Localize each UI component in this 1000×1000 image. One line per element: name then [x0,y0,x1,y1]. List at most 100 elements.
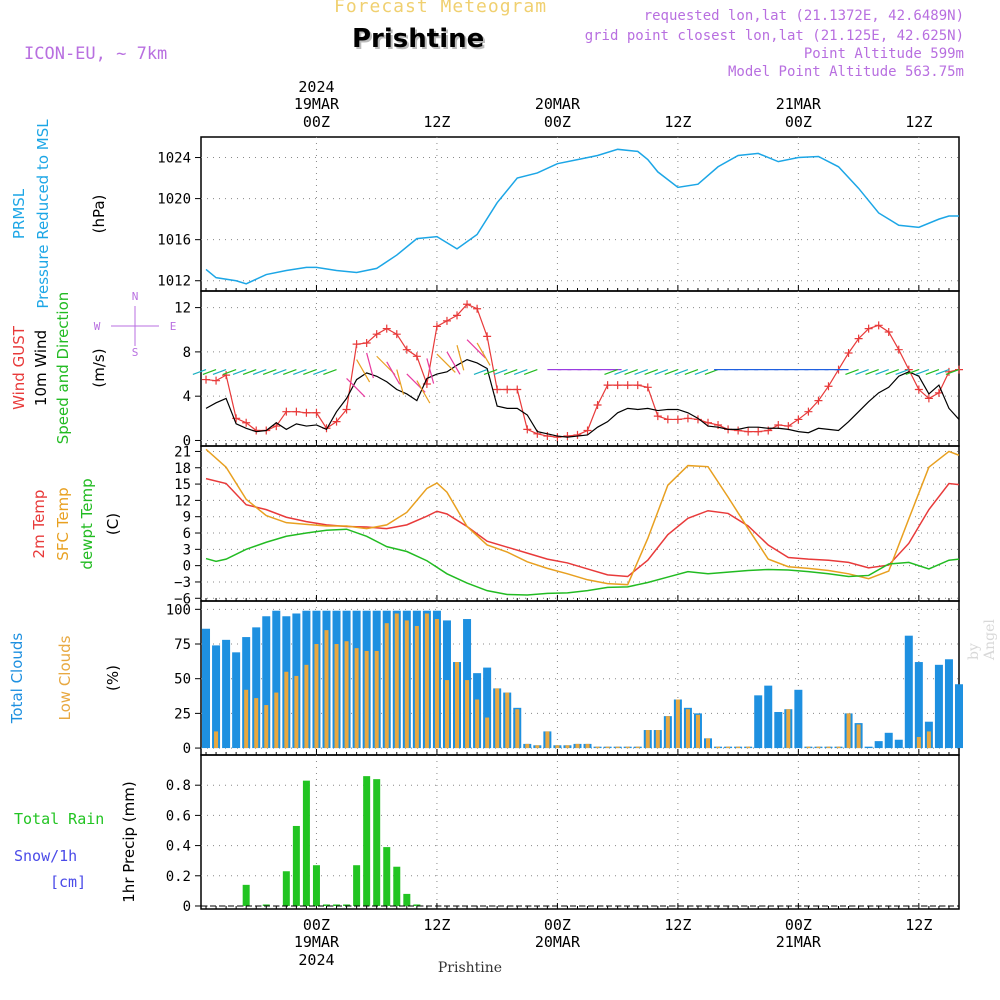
wind-arrow [473,369,488,375]
snow-label: Snow/1h [14,847,77,865]
low-cloud-bar [595,746,600,749]
low-cloud-bar [926,731,931,749]
low-cloud-bar [525,743,530,749]
gust-point [673,415,682,424]
wind-arrow [654,369,669,375]
gust-point [593,401,602,410]
page-title: Prishtine [352,24,485,54]
y-tick-label: 0.4 [166,839,191,855]
wind-arrow [885,369,899,375]
total-cloud-bar [914,662,923,749]
wind-arrow [875,369,889,375]
low-cloud-bar [535,745,540,749]
low-cloud-bar [424,613,429,749]
rain-bar [312,865,320,906]
low-cloud-bar [485,717,490,749]
wind-arrow [456,345,465,371]
rain-bar [353,865,361,906]
snow-unit-label: [cm] [50,873,86,891]
rain-bar [343,904,351,906]
gust-point [493,385,502,394]
gust-point [513,385,522,394]
clouds-unit-label: (%) [104,665,122,691]
wind-arrow [202,369,217,375]
wind-arrow [935,369,950,375]
wind-arrow [222,369,237,375]
wind-arrow [483,369,498,375]
low-cloud-bar [264,705,269,749]
total-cloud-bar [202,628,211,749]
low-cloud-bar [555,745,560,749]
low-cloud-bar [344,641,349,749]
sfc-temp-line [205,448,960,586]
low-cloud-bar [675,699,680,749]
low-cloud-bar [444,680,449,749]
gust-point [663,415,672,424]
gust-point [804,407,813,416]
low-cloud-bar [384,623,389,749]
gust-point [774,420,783,429]
wind-arrow [252,369,267,375]
low-cloud-bar [816,746,821,749]
dewpt-line [205,528,960,596]
total-cloud-bar [934,664,943,749]
footer-location: Prishtine [438,960,502,976]
wind-arrow [232,369,247,375]
gust-point [623,381,632,390]
wind-arrow [614,369,628,375]
low-cloud-bar [214,731,219,749]
y-tick-label: 1016 [157,233,191,249]
wind-arrow [366,352,374,379]
low-cloud-bar [404,620,409,749]
gust-point [874,321,883,330]
wind-arrow [925,369,940,375]
super-title: Forecast Meteogram [334,0,548,17]
wind-unit-label: (m/s) [90,348,108,387]
y-tick-label: 1024 [157,151,191,167]
wind-line [205,358,960,438]
bottom-hour-label: 00Z [544,916,571,934]
gust-point [282,407,291,416]
total-cloud-bar [955,684,963,749]
gust-point [412,352,421,361]
low-cloud-bar [294,675,299,749]
bottom-date-label: 19MAR [294,933,340,951]
gust-point [483,332,492,341]
compass-cross [111,306,159,346]
gust-point [754,427,763,436]
wind-arrow [513,369,528,375]
rain-bar [393,866,401,906]
low-cloud-bar [655,730,660,749]
gust-point [332,417,341,426]
low-cloud-bar [716,746,721,749]
prmsl-label: PRMSL [10,188,28,239]
low-cloud-bar [625,746,630,749]
temp-unit-label: (C) [104,513,122,535]
y-tick-label: 9 [183,510,191,526]
low-cloud-bar [746,746,751,749]
low-cloud-bar [244,689,249,749]
gust-point [683,414,692,423]
low-cloud-bar [706,738,711,749]
compass-w: W [94,320,101,333]
gust-point [352,340,361,349]
wind-arrow [416,380,431,404]
gust-point [372,330,381,339]
top-hour-label: 12Z [905,113,932,131]
y-tick-label: 21 [174,444,191,460]
top-hour-label: 00Z [785,113,812,131]
y-tick-label: 4 [183,389,191,405]
low-cloud-bar [685,709,690,749]
gust-point [453,311,462,320]
total-cloud-bar [794,689,803,749]
gust-point [402,345,411,354]
low-cloud-bar [635,746,640,749]
y-tick-label: 50 [174,672,191,688]
gust-point [212,376,221,385]
wind-arrow [855,369,869,375]
rain-bar [333,904,341,906]
wind-arrow [493,369,508,375]
panel-frame [200,754,960,910]
y-tick-label: 0.8 [166,778,191,794]
low-cloud-bar [274,692,279,749]
